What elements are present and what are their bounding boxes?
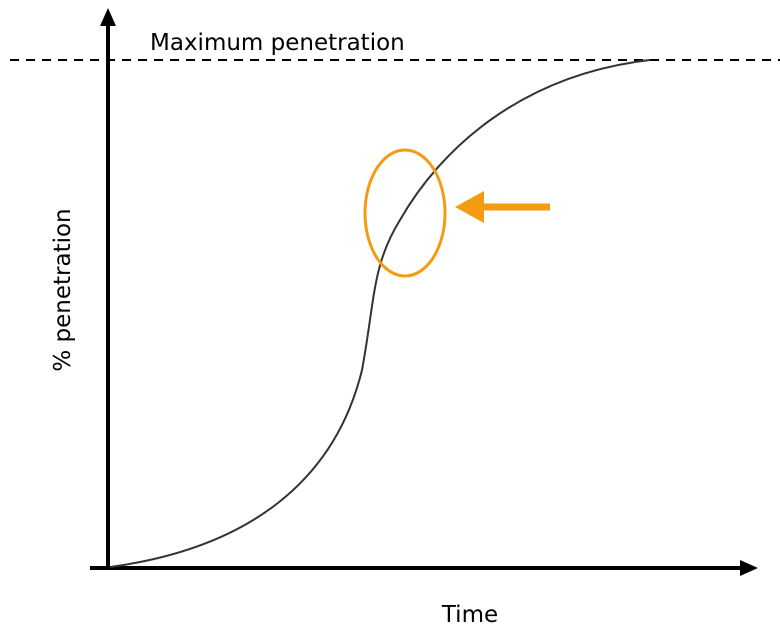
top-label: Maximum penetration: [150, 30, 405, 56]
highlight-ellipse: [363, 148, 447, 278]
y-axis-arrow: [100, 8, 116, 26]
x-axis-arrow: [740, 560, 758, 576]
y-axis-label: % penetration: [50, 208, 76, 371]
s-curve: [109, 59, 651, 568]
pointer-arrowhead: [455, 191, 484, 223]
x-axis-label: Time: [441, 602, 498, 628]
